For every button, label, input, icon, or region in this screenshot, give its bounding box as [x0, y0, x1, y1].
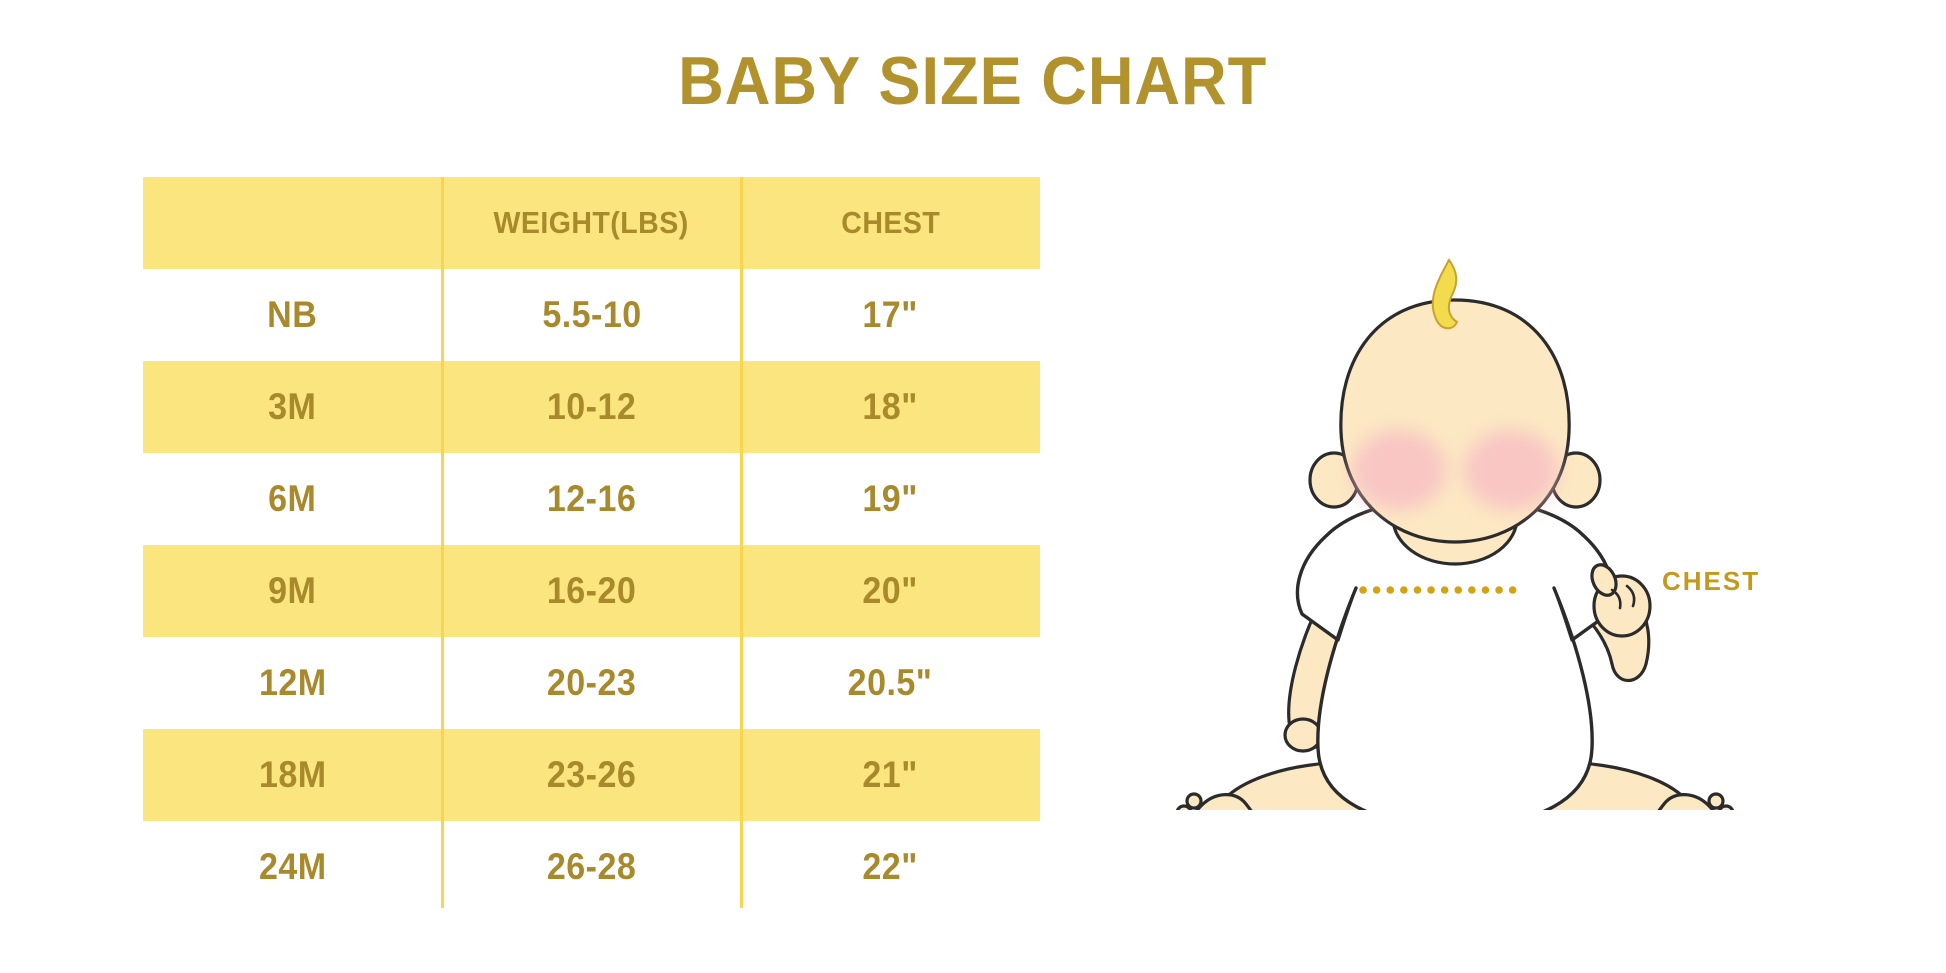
table-cell: 24M — [143, 846, 442, 888]
table-cell: 22" — [741, 846, 1040, 888]
table-cell: 10-12 — [442, 386, 741, 428]
table-cell: 9M — [143, 570, 442, 612]
table-cell: NB — [143, 294, 442, 336]
right-foot — [1657, 793, 1715, 810]
blush-right — [1464, 430, 1558, 510]
left-foot — [1195, 793, 1253, 810]
hair-curl — [1431, 258, 1459, 330]
table-row: 9M 16-20 20" — [143, 545, 1040, 637]
table-cell: 20.5" — [741, 662, 1040, 704]
table-cell: 17" — [741, 294, 1040, 336]
table-header-cell: WEIGHT(LBS) — [442, 205, 741, 241]
cell-text: CHEST — [841, 205, 940, 240]
size-table: WEIGHT(LBS) CHEST NB 5.5-10 17" 3M 10-12 18" 6M 1… — [143, 177, 1040, 913]
cell-text: 9M — [268, 570, 317, 611]
table-cell: 6M — [143, 478, 442, 520]
cell-text: 18" — [862, 386, 919, 427]
table-cell: 26-28 — [442, 846, 741, 888]
cell-text: 26-28 — [546, 846, 637, 887]
table-cell: 3M — [143, 386, 442, 428]
cell-text: 5.5-10 — [541, 294, 642, 335]
cell-text: 12-16 — [546, 478, 637, 519]
cell-text: WEIGHT(LBS) — [493, 205, 690, 240]
right-foot-toe — [1707, 792, 1725, 810]
table-cell: 12-16 — [442, 478, 741, 520]
cell-text: 22" — [862, 846, 919, 887]
head — [1339, 298, 1571, 544]
cell-text: 20" — [862, 570, 919, 611]
table-header-cell: CHEST — [741, 205, 1040, 241]
thumb — [1590, 563, 1618, 597]
fist-knuckle-line — [1625, 584, 1636, 608]
table-row: 6M 12-16 19" — [143, 453, 1040, 545]
cell-text: 24M — [258, 846, 327, 887]
blush-left — [1352, 430, 1446, 510]
cell-text: 3M — [268, 386, 317, 427]
fist-knuckle-line — [1610, 588, 1622, 610]
table-header-row: WEIGHT(LBS) CHEST — [143, 177, 1040, 269]
left-hand — [1283, 717, 1323, 753]
cell-text: 20.5" — [848, 662, 933, 703]
table-cell: 21" — [741, 754, 1040, 796]
table-cell: 23-26 — [442, 754, 741, 796]
table-row: 24M 26-28 22" — [143, 821, 1040, 913]
table-row: 18M 23-26 21" — [143, 729, 1040, 821]
cell-text: NB — [267, 294, 318, 335]
cell-text: 12M — [258, 662, 327, 703]
left-foot-toe — [1185, 792, 1203, 810]
cell-text: 20-23 — [546, 662, 637, 703]
baby-illustration — [1175, 258, 1735, 810]
column-divider — [441, 177, 444, 908]
table-cell: 18" — [741, 386, 1040, 428]
page-title-text: BABY SIZE CHART — [678, 43, 1268, 119]
cell-text: 17" — [862, 294, 919, 335]
table-row: 3M 10-12 18" — [143, 361, 1040, 453]
table-header-cell — [143, 205, 442, 241]
table-cell: 19" — [741, 478, 1040, 520]
table-cell: 12M — [143, 662, 442, 704]
cell-text: 6M — [268, 478, 317, 519]
cell-text: 21" — [862, 754, 919, 795]
table-cell: 16-20 — [442, 570, 741, 612]
chest-measure-label: CHEST — [1662, 566, 1761, 596]
right-foot-toe — [1717, 804, 1735, 810]
cell-text: 19" — [862, 478, 919, 519]
table-row: NB 5.5-10 17" — [143, 269, 1040, 361]
table-cell: 5.5-10 — [442, 294, 741, 336]
page-title: BABY SIZE CHART — [0, 44, 1946, 119]
cell-text: 10-12 — [546, 386, 637, 427]
cell-text: 18M — [258, 754, 327, 795]
table-row: 12M 20-23 20.5" — [143, 637, 1040, 729]
column-divider — [740, 177, 743, 908]
table-cell: 18M — [143, 754, 442, 796]
left-foot-toe — [1175, 804, 1193, 810]
table-cell: 20-23 — [442, 662, 741, 704]
cell-text: 16-20 — [546, 570, 637, 611]
table-cell: 20" — [741, 570, 1040, 612]
cell-text: 23-26 — [546, 754, 637, 795]
